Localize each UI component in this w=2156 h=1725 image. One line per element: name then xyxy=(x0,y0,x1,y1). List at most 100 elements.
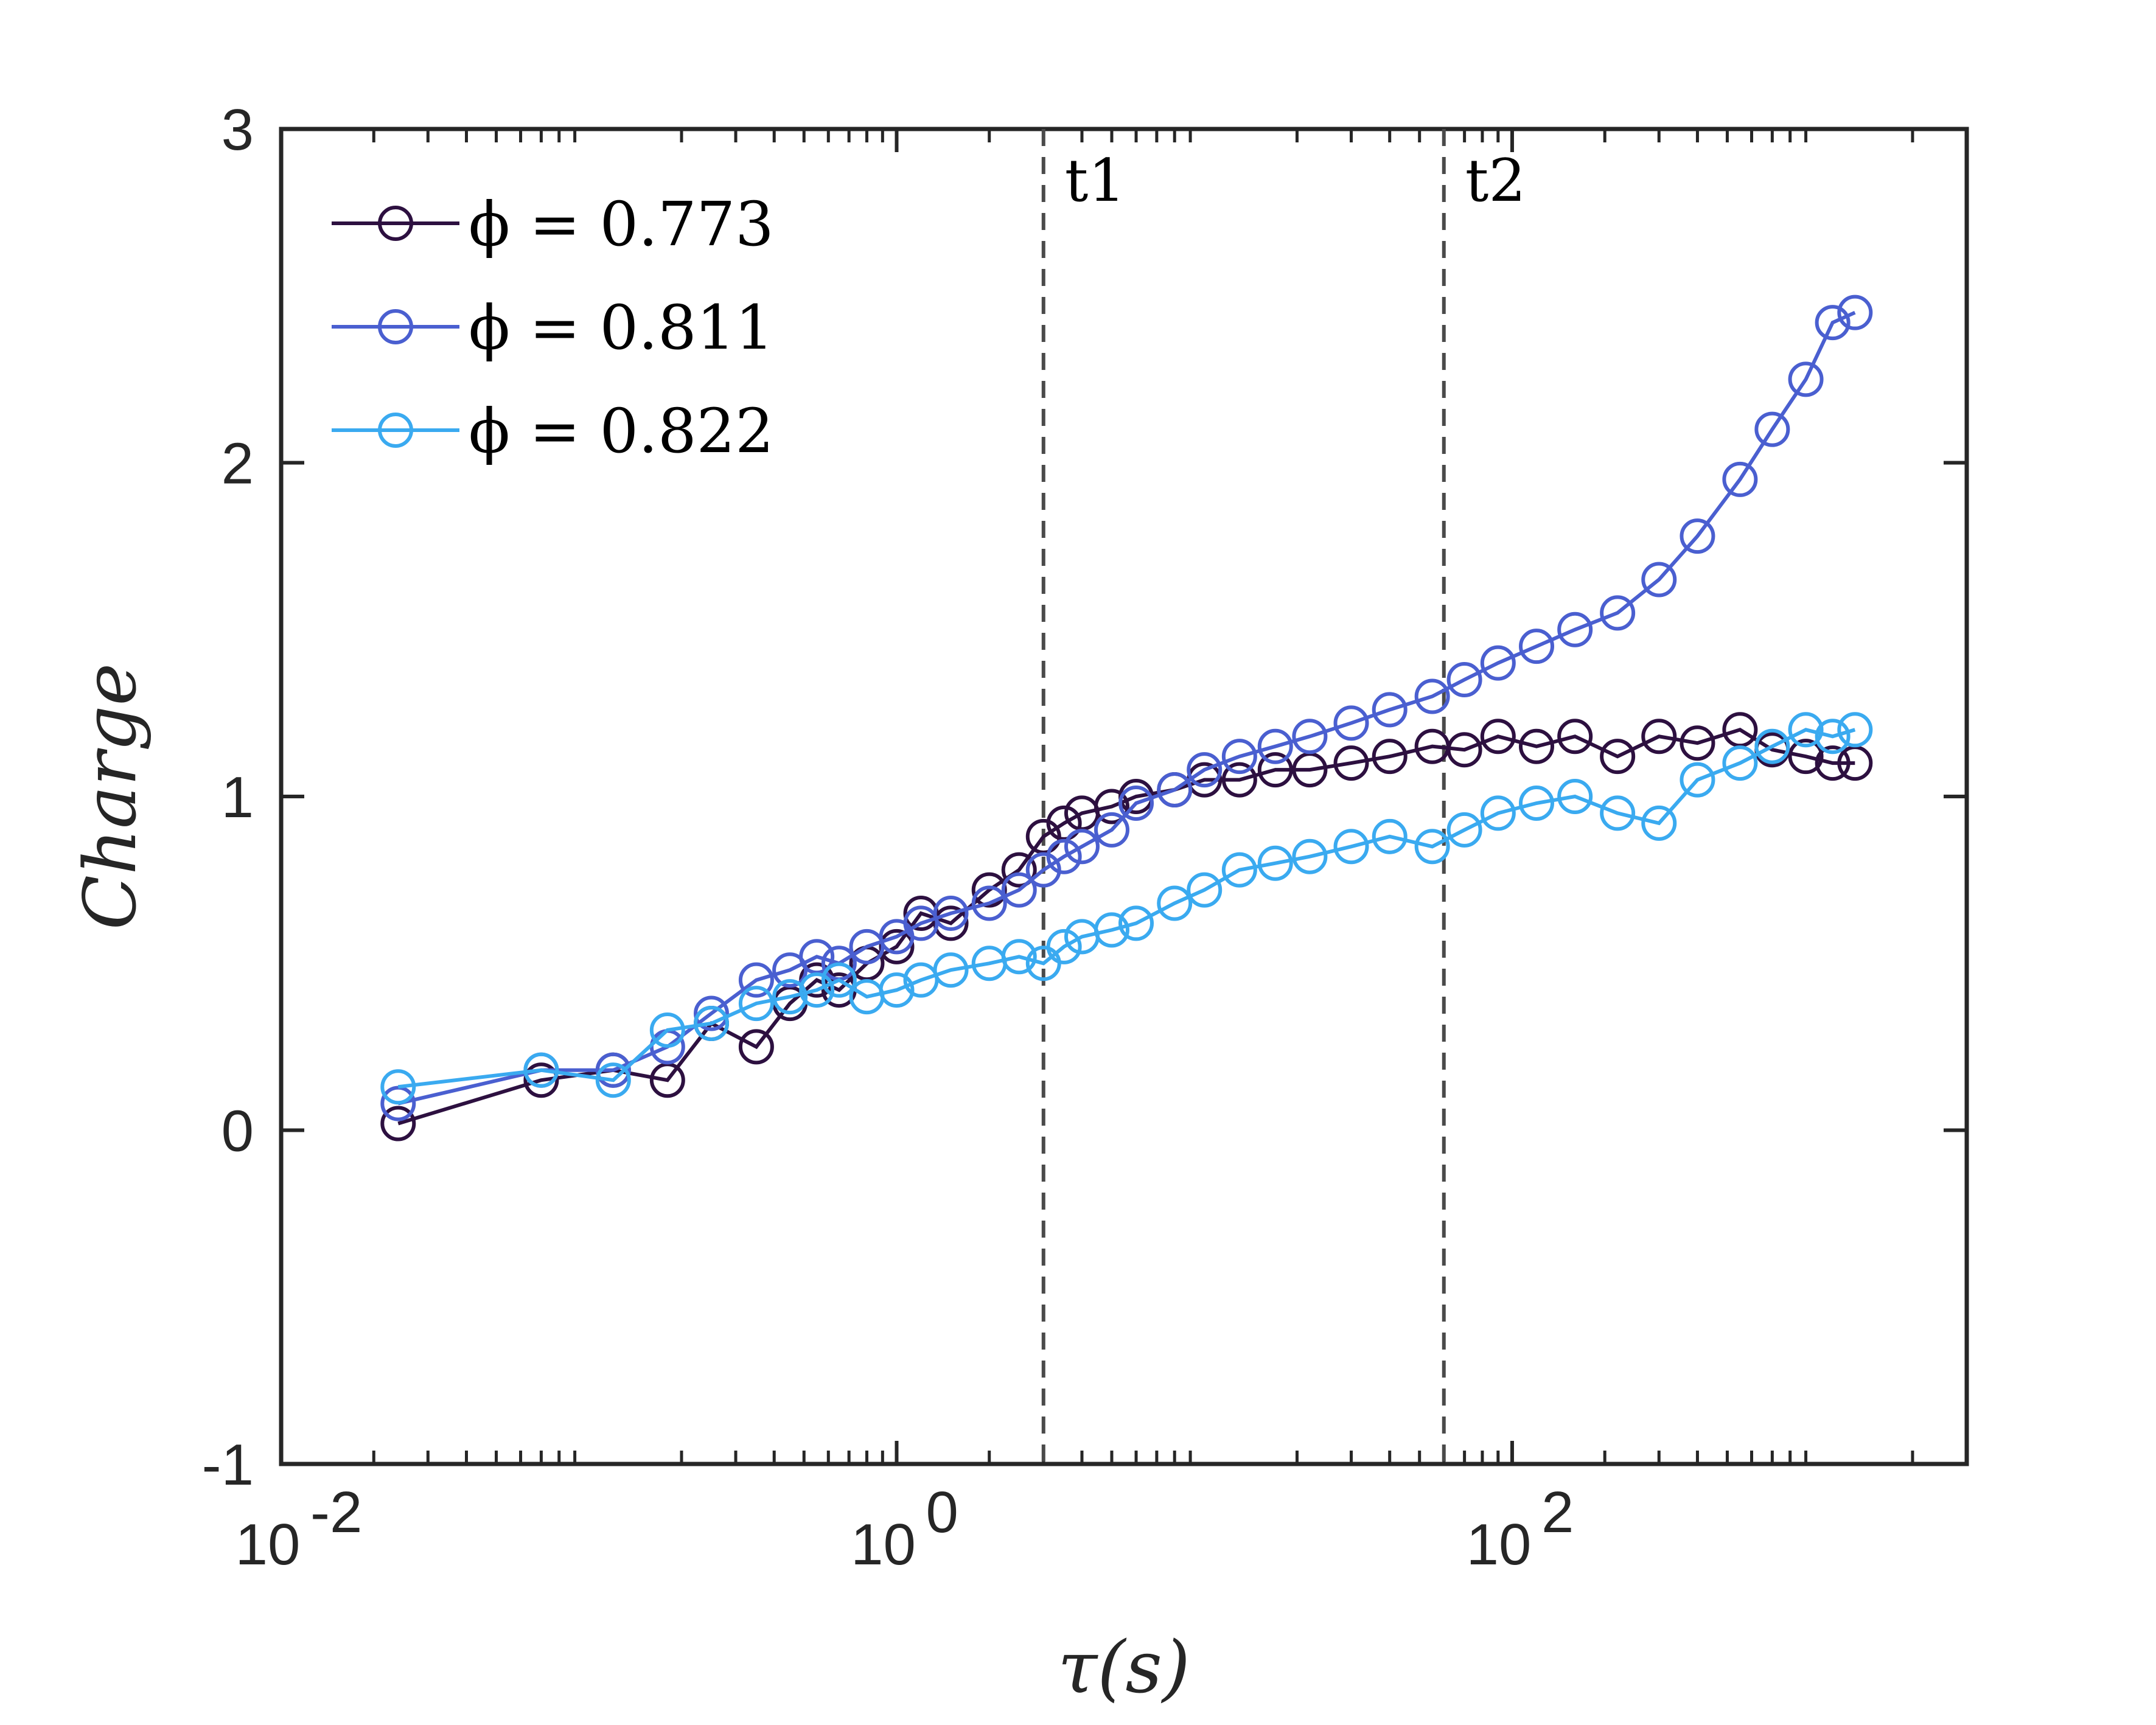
data-point xyxy=(1446,732,1482,768)
legend: ϕ = 0.773 ϕ = 0.811 ϕ = 0.822 xyxy=(332,189,774,467)
series-line xyxy=(397,728,1856,1089)
data-point xyxy=(1480,719,1516,754)
data-point xyxy=(1221,739,1257,775)
data-point xyxy=(1788,361,1824,397)
data-point xyxy=(1094,812,1129,848)
data-point xyxy=(1001,939,1037,975)
data-point xyxy=(1480,795,1516,831)
data-point xyxy=(1372,818,1408,854)
data-point xyxy=(1815,305,1851,341)
y-tick-label: 2 xyxy=(222,431,254,497)
minor-ticks xyxy=(372,129,1914,1464)
data-point xyxy=(1118,785,1154,821)
data-point xyxy=(1519,785,1555,821)
data-point xyxy=(1600,595,1636,631)
reference-line-label: t1 xyxy=(1065,147,1126,215)
data-point xyxy=(1680,725,1715,761)
x-tick-exponent: 2 xyxy=(1541,1480,1574,1545)
legend-marker xyxy=(378,413,413,448)
data-point xyxy=(1094,912,1129,948)
data-point xyxy=(380,1086,416,1121)
data-point xyxy=(1754,728,1790,764)
x-tick-exponent: -2 xyxy=(310,1480,362,1545)
data-point xyxy=(1788,739,1824,775)
data-point xyxy=(738,1029,774,1065)
legend-label: ϕ = 0.773 xyxy=(469,189,774,260)
data-point xyxy=(595,1062,631,1098)
data-point xyxy=(1600,795,1636,831)
data-point xyxy=(1519,728,1555,764)
data-point xyxy=(1754,411,1790,447)
y-tick-label: 3 xyxy=(222,97,254,162)
data-point xyxy=(693,995,729,1031)
reference-lines: t1 t2 xyxy=(1041,129,1526,1464)
data-point xyxy=(933,952,969,988)
plot-area: t1 t2 xyxy=(279,127,1969,1466)
data-point xyxy=(821,962,857,998)
data-point xyxy=(1372,739,1408,775)
data-point xyxy=(1333,705,1369,741)
data-point xyxy=(738,962,774,998)
x-tick-label: 10 xyxy=(851,1512,916,1577)
data-point xyxy=(1221,852,1257,888)
data-point xyxy=(1187,872,1223,908)
data-point xyxy=(1292,719,1328,754)
data-point xyxy=(1519,629,1555,664)
legend-label: ϕ = 0.822 xyxy=(469,396,774,467)
x-tick-labels: 10 -2 10 0 10 2 xyxy=(235,1480,1574,1577)
y-tick-label: 0 xyxy=(222,1099,254,1164)
data-point xyxy=(1001,872,1037,908)
data-point xyxy=(1414,829,1450,865)
data-point xyxy=(1680,518,1715,554)
data-point xyxy=(595,1052,631,1088)
data-point xyxy=(1157,885,1193,921)
data-point xyxy=(1094,789,1129,824)
y-tick-labels: -1 0 1 2 3 xyxy=(202,97,254,1497)
data-point xyxy=(1557,779,1593,814)
x-axis-title: τ(s) xyxy=(1058,1625,1190,1709)
data-point xyxy=(1414,678,1450,714)
data-point xyxy=(738,986,774,1022)
data-point xyxy=(1001,852,1037,888)
data-point xyxy=(1257,728,1293,764)
data-point xyxy=(1557,719,1593,754)
data-point xyxy=(1064,829,1100,865)
data-point xyxy=(1837,712,1873,748)
y-axis-title: Charge xyxy=(68,663,152,930)
legend-marker xyxy=(378,206,413,241)
data-point xyxy=(1446,812,1482,848)
data-point xyxy=(1641,805,1677,841)
data-point xyxy=(693,1005,729,1041)
data-point xyxy=(380,1106,416,1141)
data-point xyxy=(1372,692,1408,728)
series xyxy=(380,712,1873,1105)
major-ticks xyxy=(279,127,1967,1466)
data-point xyxy=(1722,745,1758,781)
data-point xyxy=(772,979,808,1015)
data-point xyxy=(380,1069,416,1105)
data-point xyxy=(1815,719,1851,754)
data-point xyxy=(1837,294,1873,330)
data-point xyxy=(1221,762,1257,798)
data-point xyxy=(1333,745,1369,781)
data-point xyxy=(1257,845,1293,881)
data-point xyxy=(1600,739,1636,775)
data-point xyxy=(1641,719,1677,754)
legend-label: ϕ = 0.811 xyxy=(469,292,774,363)
data-point xyxy=(1187,752,1223,788)
y-tick-label: 1 xyxy=(222,765,254,830)
data-point xyxy=(1046,838,1082,874)
data-point xyxy=(523,1062,559,1098)
data-point xyxy=(933,895,969,931)
data-point xyxy=(1292,838,1328,874)
data-point xyxy=(1722,461,1758,497)
data-point xyxy=(523,1052,559,1088)
x-tick-label: 10 xyxy=(235,1512,301,1577)
x-tick-label: 10 xyxy=(1467,1512,1532,1577)
data-point xyxy=(1788,712,1824,748)
legend-marker xyxy=(378,309,413,344)
data-point xyxy=(1257,752,1293,788)
data-point xyxy=(1333,829,1369,865)
data-point xyxy=(1641,562,1677,598)
